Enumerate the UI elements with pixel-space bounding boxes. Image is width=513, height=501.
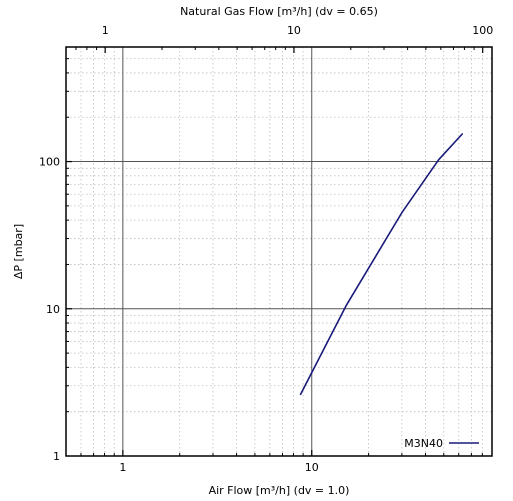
y-tick-label: 1 <box>53 450 60 463</box>
x-axis-title: Air Flow [m³/h] (dv = 1.0) <box>209 484 350 497</box>
axis-ticks <box>66 47 484 456</box>
series-line <box>299 132 464 396</box>
y-tick-label: 100 <box>39 156 60 169</box>
x-top-tick-label: 1 <box>102 24 109 37</box>
y-tick-label: 10 <box>46 303 60 316</box>
legend: M3N40 <box>404 437 479 450</box>
x-top-tick-label: 10 <box>287 24 301 37</box>
plot-frame <box>65 46 493 457</box>
minor-grid <box>66 47 492 456</box>
x-top-tick-label: 100 <box>472 24 493 37</box>
major-grid <box>66 47 492 456</box>
top-axis-title: Natural Gas Flow [m³/h] (dv = 0.65) <box>180 5 378 18</box>
x-tick-label: 10 <box>305 461 319 474</box>
legend-label: M3N40 <box>404 437 443 450</box>
tick-labels: 1 10 1 10 100 1 10 100 <box>39 24 493 474</box>
series-layer <box>299 132 464 396</box>
y-axis-title: ΔP [mbar] <box>12 224 25 279</box>
x-tick-label: 1 <box>119 461 126 474</box>
